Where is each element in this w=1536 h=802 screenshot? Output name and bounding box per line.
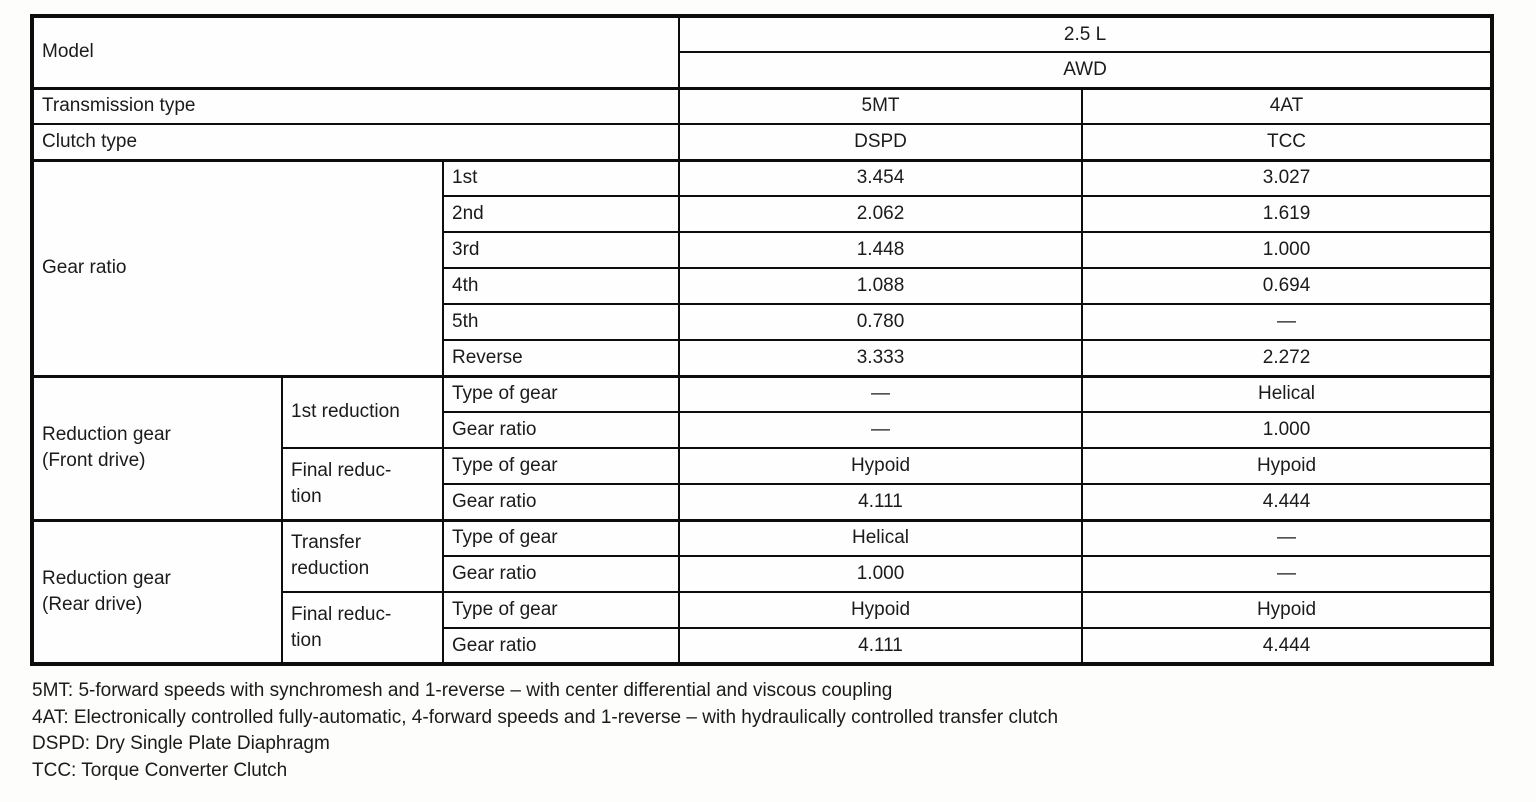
gear-2nd-4at-value: 1.619 [1081,195,1494,233]
rear-final-ratio-4at-value: 4.444 [1081,627,1494,665]
rear-final-reduction-label: Final reduc- tion [281,591,444,665]
rear-reduction-row-3: Final reduc- tion Type of gear Hypoid Hy… [32,591,1494,665]
front-reduction-row-4: Gear ratio 4.111 4.444 [32,483,1494,521]
gear-5th-4at-value: — [1081,303,1494,341]
clutch-type-label: Clutch type [30,123,681,161]
front-reduction-row-3: Final reduc- tion Type of gear Hypoid Hy… [32,447,1494,521]
rear-final-type-5mt-value: Hypoid [678,591,1084,629]
front-final-type-4at-value: Hypoid [1081,447,1494,485]
footnote-tcc: TCC: Torque Converter Clutch [32,759,288,781]
front-first-ratio-label: Gear ratio [441,411,681,449]
gear-ratio-row-reverse: Reverse 3.333 2.272 [32,339,1494,377]
footnote-5mt: 5MT: 5-forward speeds with synchromesh a… [32,680,893,701]
gear-reverse-4at-value: 2.272 [1081,339,1494,377]
gear-label-reverse: Reverse [441,339,681,377]
front-reduction-section-label: Reduction gear (Front drive) [31,374,283,521]
front-first-ratio-4at-value: 1.000 [1081,411,1494,449]
footnotes-block: 5MT: 5-forward speeds with synchromesh a… [30,678,1506,784]
rear-transfer-reduction-label: Transfer reduction [281,518,444,593]
rear-final-type-label: Type of gear [441,591,681,629]
transmission-type-4at-value: 4AT [1081,86,1494,125]
gear-label-1st: 1st [441,158,681,197]
front-first-type-4at-value: Helical [1081,374,1494,413]
rear-reduction-row-4: Gear ratio 4.111 4.444 [32,627,1494,665]
transmission-type-label: Transmission type [30,86,681,125]
model-engine-value: 2.5 L [678,15,1494,53]
front-first-reduction-label: 1st reduction [281,374,444,449]
clutch-type-4at-value: TCC [1081,123,1494,161]
footnote-4at: 4AT: Electronically controlled fully-aut… [32,706,1059,728]
front-final-ratio-label: Gear ratio [441,483,681,521]
model-label: Model [30,15,681,89]
rear-transfer-type-4at-value: — [1081,518,1494,557]
front-first-type-label: Type of gear [441,374,681,413]
transmission-type-5mt-value: 5MT [678,86,1084,125]
gear-ratio-row-2nd: 2nd 2.062 1.619 [32,195,1494,233]
gear-ratio-row-4th: 4th 1.088 0.694 [32,267,1494,305]
gear-2nd-5mt-value: 2.062 [678,195,1084,233]
gear-5th-5mt-value: 0.780 [678,303,1084,341]
front-final-type-5mt-value: Hypoid [678,447,1084,485]
transmission-type-row: Transmission type 5MT 4AT [30,86,1494,125]
rear-reduction-row-2: Gear ratio 1.000 — [32,555,1494,593]
front-reduction-row-1: Reduction gear (Front drive) 1st reducti… [31,374,1494,521]
gear-label-2nd: 2nd [441,195,681,233]
rear-transfer-type-label: Type of gear [441,518,681,557]
gear-3rd-5mt-value: 1.448 [678,231,1084,269]
clutch-type-row: Clutch type DSPD TCC [30,123,1494,161]
footnote-dspd: DSPD: Dry Single Plate Diaphragm [32,733,330,754]
gear-reverse-5mt-value: 3.333 [678,339,1084,377]
gear-3rd-4at-value: 1.000 [1081,231,1494,269]
clutch-type-5mt-value: DSPD [678,123,1084,161]
gear-4th-5mt-value: 1.088 [678,267,1084,305]
transmission-spec-table: Model 2.5 L AWD Transmission type 5MT 4A… [30,14,1495,666]
rear-transfer-ratio-label: Gear ratio [441,555,681,593]
model-row: Model 2.5 L [30,15,1494,89]
gear-1st-4at-value: 3.027 [1081,158,1494,197]
gear-label-4th: 4th [441,267,681,305]
front-reduction-row-2: Gear ratio — 1.000 [32,411,1494,449]
rear-transfer-ratio-5mt-value: 1.000 [678,555,1084,593]
gear-ratio-row-3rd: 3rd 1.448 1.000 [32,231,1494,269]
rear-final-type-4at-value: Hypoid [1081,591,1494,629]
gear-ratio-row-5th: 5th 0.780 — [32,303,1494,341]
rear-transfer-ratio-4at-value: — [1081,555,1494,593]
gear-label-3rd: 3rd [441,231,681,269]
gear-ratio-row-1st: Gear ratio 1st 3.454 3.027 [31,158,1494,377]
front-final-type-label: Type of gear [441,447,681,485]
gear-1st-5mt-value: 3.454 [678,158,1084,197]
gear-ratio-section-label: Gear ratio [31,158,444,377]
rear-transfer-type-5mt-value: Helical [678,518,1084,557]
rear-reduction-section-label: Reduction gear (Rear drive) [31,518,283,665]
model-drivetrain-value: AWD [678,51,1494,89]
front-final-reduction-label: Final reduc- tion [281,447,444,521]
rear-final-ratio-5mt-value: 4.111 [678,627,1084,665]
drivetrain-row: AWD [32,51,1494,89]
front-first-ratio-5mt-value: — [678,411,1084,449]
front-final-ratio-5mt-value: 4.111 [678,483,1084,521]
front-final-ratio-4at-value: 4.444 [1081,483,1494,521]
rear-reduction-row-1: Reduction gear (Rear drive) Transfer red… [31,518,1494,665]
gear-4th-4at-value: 0.694 [1081,267,1494,305]
rear-final-ratio-label: Gear ratio [441,627,681,665]
front-first-type-5mt-value: — [678,374,1084,413]
gear-label-5th: 5th [441,303,681,341]
